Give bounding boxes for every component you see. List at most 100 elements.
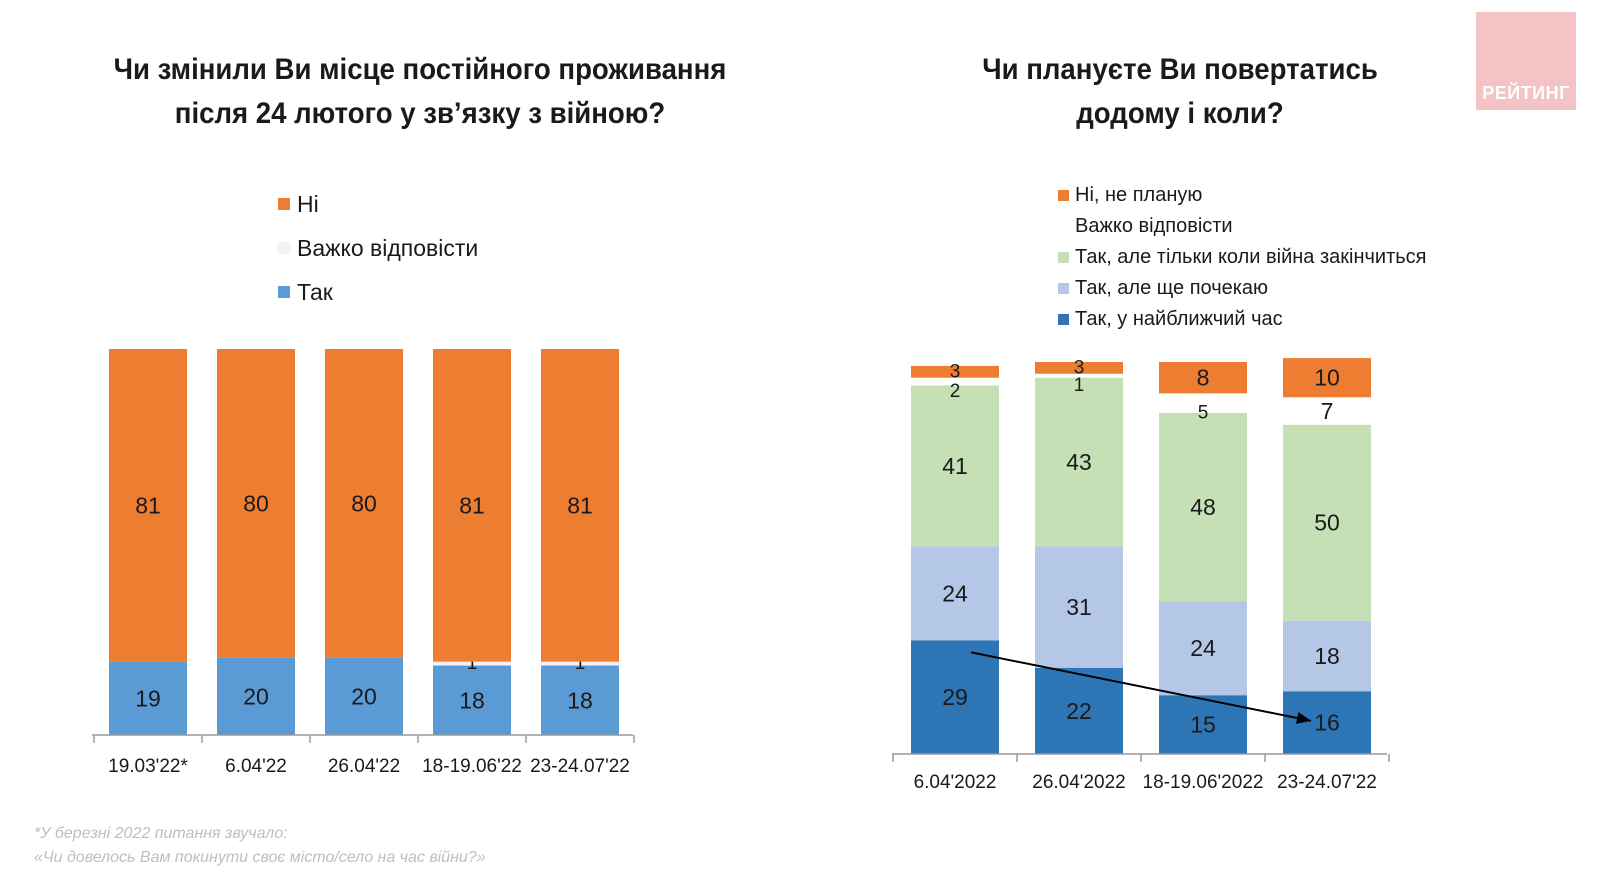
left-bar-важко-відповісти-4 [541,661,619,666]
left-label-ні-3: 81 [459,492,485,518]
left-bar-так-2 [325,657,403,735]
right-chart-title-line2: додому і коли? [1076,97,1284,130]
left-bar-ні-3 [433,349,511,662]
right-bar-важко-відповісти-1 [1035,373,1123,378]
left-tick-label-0: 19.03'22* [108,756,188,777]
left-chart: 198119.03'22*20806.04'22208026.04'221818… [92,349,635,777]
left-tick-label-1: 6.04'22 [225,756,287,777]
right-label-так-але-ще-почекаю-1: 31 [1066,594,1092,620]
left-label-ні-0: 81 [135,492,161,518]
right-legend-item-3: Так, але ще почекаю [1058,273,1427,304]
left-label-ні-4: 81 [567,492,593,518]
left-chart-title-line2: після 24 лютого у зв’язку з війною? [174,97,666,130]
right-bar-ні-не-планую-1 [1035,362,1123,374]
right-bar-важко-відповісти-0 [911,377,999,386]
right-tick-label-3: 23-24.07'22 [1277,772,1377,793]
right-chart: 292441236.04'20222231431326.04'202215244… [892,357,1390,793]
right-chart-legend: Ні, не планую Важко відповісти Так, але ті… [1058,180,1427,335]
left-legend-swatch-1 [278,242,290,254]
left-bar-так-4 [541,665,619,735]
rating-logo-text: РЕЙТИНГ [1482,83,1570,103]
right-chart-title: Чи плануєте Ви повертатись додому і коли… [895,48,1465,136]
left-tick-label-3: 18-19.06'22 [422,756,522,777]
right-label-так-у-найближчий-час-2: 15 [1190,712,1216,738]
left-bar-так-1 [217,657,295,735]
right-legend-swatch-4 [1058,314,1069,325]
left-label-ні-1: 80 [243,490,269,516]
right-label-так-але-тільки-коли-війна-закінчиться-1: 43 [1066,449,1092,475]
right-bar-так-але-тільки-коли-війна-закінчиться-1 [1035,377,1123,547]
right-bar-так-у-найближчий-час-0 [911,640,999,754]
right-label-так-у-найближчий-час-0: 29 [942,684,968,710]
right-chart-title-line1: Чи плануєте Ви повертатись [982,53,1378,86]
right-bar-ні-не-планую-3 [1283,358,1371,398]
left-bar-ні-0 [109,349,187,662]
footnote-line2: «Чи довелось Вам покинути своє місто/сел… [34,849,486,866]
right-label-так-але-тільки-коли-війна-закінчиться-2: 48 [1190,494,1216,520]
right-bar-ні-не-планую-0 [911,365,999,378]
left-bar-ні-1 [217,349,295,658]
left-bar-ні-4 [541,349,619,662]
right-label-так-але-тільки-коли-війна-закінчиться-3: 50 [1314,510,1340,536]
right-label-ні-не-планую-2: 8 [1197,365,1210,391]
right-bar-так-але-ще-почекаю-1 [1035,546,1123,668]
right-legend-label-4: Так, у найближчий час [1075,308,1283,330]
right-legend-swatch-2 [1058,252,1069,263]
right-label-так-у-найближчий-час-3: 16 [1314,710,1340,736]
left-tick-label-4: 23-24.07'22 [530,756,630,777]
left-label-так-0: 19 [135,685,161,711]
left-bar-важко-відповісти-3 [433,661,511,666]
left-legend-label-1: Важко відповісти [297,234,479,261]
right-legend-swatch-0 [1058,190,1069,201]
right-legend-item-0: Ні, не планую [1058,180,1427,211]
right-bar-так-але-тільки-коли-війна-закінчиться-2 [1159,412,1247,602]
right-bar-важко-відповісти-3 [1283,397,1371,425]
right-bar-так-але-тільки-коли-війна-закінчиться-3 [1283,424,1371,621]
left-legend-label-0: Ні [297,190,319,217]
rating-logo: РЕЙТИНГ [1476,12,1576,110]
right-label-ні-не-планую-3: 10 [1314,365,1340,391]
left-chart-title: Чи змінили Ви місце постійного проживанн… [70,48,769,136]
right-trend-arrowhead-0 [1296,712,1311,724]
left-legend-item-2: Так [278,270,478,314]
left-label-важко-відповісти-3: 1 [467,653,478,674]
left-legend-item-0: Ні [278,182,478,226]
right-legend-label-0: Ні, не планую [1075,184,1203,206]
right-legend-item-1: Важко відповісти [1058,211,1427,242]
left-label-так-3: 18 [459,687,485,713]
right-bar-так-але-тільки-коли-війна-закінчиться-0 [911,385,999,547]
footnote: *У березні 2022 питання звучало: «Чи дов… [34,822,486,870]
left-label-так-4: 18 [567,687,593,713]
right-bar-ні-не-планую-2 [1159,362,1247,394]
right-label-так-але-ще-почекаю-2: 24 [1190,635,1216,661]
footnote-line1: *У березні 2022 питання звучало: [34,825,288,842]
left-legend-swatch-2 [278,286,290,298]
left-legend-swatch-0 [278,198,290,210]
right-legend-label-1: Важко відповісти [1075,215,1233,237]
left-bar-так-0 [109,661,187,735]
left-legend-item-1: Важко відповісти [278,226,478,270]
right-legend-label-3: Так, але ще почекаю [1075,277,1269,299]
right-bar-так-але-ще-почекаю-0 [911,546,999,641]
right-label-так-але-тільки-коли-війна-закінчиться-0: 41 [942,453,968,479]
left-chart-legend: Ні Важко відповісти Так [278,182,478,314]
left-label-так-1: 20 [243,683,269,709]
right-tick-label-2: 18-19.06'2022 [1143,772,1264,793]
left-tick-label-2: 26.04'22 [328,756,400,777]
right-tick-label-0: 6.04'2022 [914,772,997,793]
left-bar-ні-2 [325,349,403,658]
left-label-так-2: 20 [351,683,377,709]
left-label-ні-2: 80 [351,490,377,516]
left-bar-так-3 [433,665,511,735]
right-label-так-але-ще-почекаю-3: 18 [1314,643,1340,669]
right-bar-так-але-ще-почекаю-2 [1159,601,1247,696]
right-legend-item-4: Так, у найближчий час [1058,304,1427,335]
right-trend-arrow-0 [970,651,1312,722]
right-label-важко-відповісти-1: 1 [1074,375,1085,396]
left-label-важко-відповісти-4: 1 [575,653,586,674]
right-label-ні-не-планую-1: 3 [1074,357,1085,378]
right-label-так-у-найближчий-час-1: 22 [1066,698,1092,724]
right-tick-label-1: 26.04'2022 [1032,772,1125,793]
right-label-ні-не-планую-0: 3 [950,361,961,382]
right-bar-важко-відповісти-2 [1159,393,1247,413]
